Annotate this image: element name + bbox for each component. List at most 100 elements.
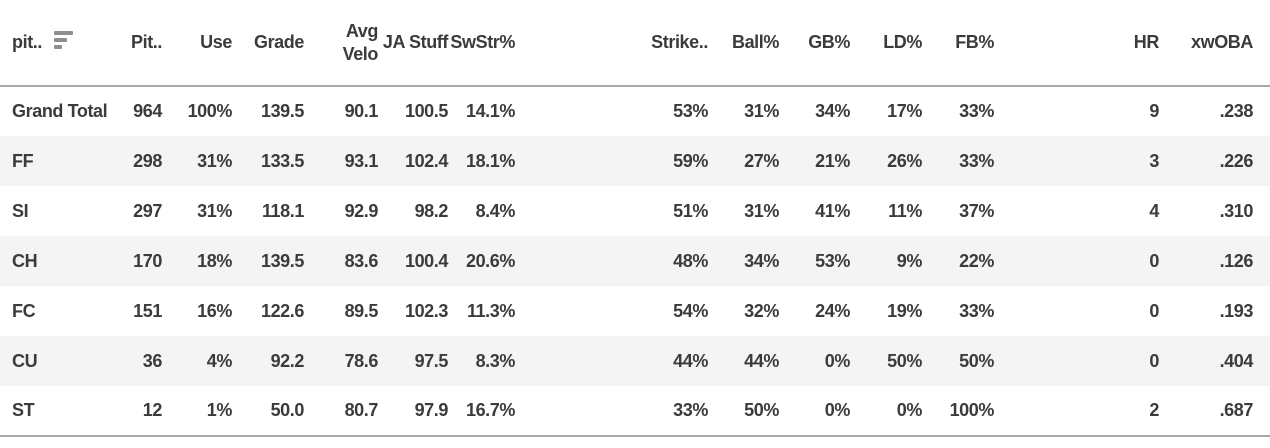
column-header-grade[interactable]: Grade xyxy=(232,0,304,86)
stat-cell: 118.1 xyxy=(261,200,304,221)
pitch-type-cell: SI xyxy=(12,200,29,221)
column-header-gb_pct[interactable]: GB% xyxy=(779,0,850,86)
stat-cell: .310 xyxy=(1219,200,1254,221)
stat-cell: 4 xyxy=(1149,200,1159,221)
column-header-label: Strike.. xyxy=(651,32,708,52)
column-header-xwoba[interactable]: xwOBA xyxy=(1159,0,1270,86)
pitch-type-cell: FF xyxy=(12,150,34,171)
stat-cell: 0 xyxy=(1149,300,1159,321)
stat-cell: 97.5 xyxy=(414,350,449,371)
stat-cell: 139.5 xyxy=(260,101,304,121)
pitch-type-cell: ST xyxy=(12,400,35,420)
stat-cell: 59% xyxy=(673,150,708,171)
stat-cell: 139.5 xyxy=(260,250,304,271)
stat-cell: 18.1% xyxy=(465,150,515,171)
stat-cell: 50.0 xyxy=(270,400,305,420)
column-header-ja_stuff[interactable]: JA Stuff xyxy=(378,0,449,86)
stat-cell: 83.6 xyxy=(344,250,379,271)
stat-cell: 92.2 xyxy=(270,350,305,371)
stat-cell: 97.9 xyxy=(414,400,449,420)
stat-cell: 8.3% xyxy=(475,350,516,371)
column-header-strike_pct[interactable]: Strike.. xyxy=(515,0,708,86)
stat-cell: 100.5 xyxy=(404,101,448,121)
column-header-use[interactable]: Use xyxy=(162,0,232,86)
header-row: pit.. Pit.. Use Grade Avg Velo JA Stuff SwStr%… xyxy=(0,0,1270,86)
stat-cell: 100.4 xyxy=(404,250,448,271)
table-body: Grand Total 964 100% 139.5 90.1 100.5 14.1% 53%… xyxy=(0,86,1270,436)
column-header-avg_velo[interactable]: Avg Velo xyxy=(304,0,379,86)
stat-cell: 27% xyxy=(744,150,779,171)
stat-cell: 170 xyxy=(133,250,162,271)
stat-cell: .126 xyxy=(1219,250,1254,271)
stat-cell: 31% xyxy=(197,150,232,171)
table-row: SI 297 31% 118.1 92.9 98.2 8.4% 51% 31% 41% 11% 37%… xyxy=(0,186,1270,236)
pitch-type-cell: FC xyxy=(12,300,36,321)
stat-cell: 17% xyxy=(887,101,922,121)
column-header-hr[interactable]: HR xyxy=(994,0,1160,86)
column-header-pitches[interactable]: Pit.. xyxy=(120,0,162,86)
sort-descending-icon[interactable] xyxy=(54,30,73,52)
stat-cell: 0% xyxy=(896,400,923,420)
stat-cell: 32% xyxy=(744,300,779,321)
column-header-fb_pct[interactable]: FB% xyxy=(922,0,994,86)
stat-cell: .404 xyxy=(1219,350,1254,371)
stat-cell: .687 xyxy=(1219,400,1254,420)
stat-cell: 297 xyxy=(133,200,162,221)
stat-cell: 8.4% xyxy=(475,200,516,221)
stat-cell: 133.5 xyxy=(260,150,304,171)
stat-cell: 20.6% xyxy=(465,250,515,271)
stat-cell: 80.7 xyxy=(344,400,379,420)
stat-cell: 11% xyxy=(888,200,922,221)
stat-cell: 92.9 xyxy=(344,200,379,221)
stat-cell: 53% xyxy=(815,250,850,271)
stat-cell: 44% xyxy=(744,350,779,371)
column-header-label: FB% xyxy=(955,32,994,52)
stat-cell: 0% xyxy=(824,400,851,420)
stat-cell: 41% xyxy=(815,200,850,221)
column-header-label: Pit.. xyxy=(130,32,162,52)
stat-cell: 93.1 xyxy=(344,150,379,171)
stat-cell: 36 xyxy=(142,350,163,371)
stat-cell: 100% xyxy=(949,400,995,420)
column-header-label: Grade xyxy=(253,32,304,52)
stat-cell: 0 xyxy=(1149,250,1159,271)
stat-cell: 53% xyxy=(673,101,708,121)
stat-cell: 33% xyxy=(959,300,994,321)
stat-cell: 0 xyxy=(1149,350,1159,371)
stat-cell: 102.3 xyxy=(404,300,448,321)
stat-cell: .226 xyxy=(1219,150,1254,171)
column-header-swstr_pct[interactable]: SwStr% xyxy=(448,0,515,86)
stat-cell: 102.4 xyxy=(404,150,448,171)
pitch-type-cell: Grand Total xyxy=(12,101,108,121)
stat-cell: 89.5 xyxy=(344,300,379,321)
stat-cell: 12 xyxy=(142,400,163,420)
stat-cell: 34% xyxy=(815,101,850,121)
stat-cell: 0% xyxy=(824,350,851,371)
stat-cell: 33% xyxy=(959,150,994,171)
column-header-label: Use xyxy=(200,32,232,52)
stat-cell: 50% xyxy=(744,400,779,420)
stat-cell: 90.1 xyxy=(344,101,379,121)
stat-cell: 16% xyxy=(197,300,232,321)
table-row: FC 151 16% 122.6 89.5 102.3 11.3% 54% 32% 24% 19% 3… xyxy=(0,286,1270,336)
stat-cell: 78.6 xyxy=(344,350,379,371)
stat-cell: 16.7% xyxy=(465,400,515,420)
column-header-label: Ball% xyxy=(731,32,779,52)
column-header-ld_pct[interactable]: LD% xyxy=(850,0,922,86)
stat-cell: 44% xyxy=(673,350,708,371)
table-row: FF 298 31% 133.5 93.1 102.4 18.1% 59% 27% 21% 26% 3… xyxy=(0,136,1270,186)
stat-cell: 37% xyxy=(959,200,994,221)
stat-cell: 9% xyxy=(896,250,923,271)
stat-cell: 31% xyxy=(744,101,779,121)
stat-cell: 33% xyxy=(673,400,708,420)
stat-cell: 964 xyxy=(133,101,162,121)
stat-cell: 18% xyxy=(197,250,232,271)
table-row: ST 12 1% 50.0 80.7 97.9 16.7% 33% 50% 0% 0% 100% 2 .6… xyxy=(0,386,1270,436)
column-header-pitch_type[interactable]: pit.. xyxy=(0,0,120,86)
stat-cell: 98.2 xyxy=(414,200,449,221)
column-header-label: SwStr% xyxy=(450,32,515,52)
stat-cell: 50% xyxy=(959,350,994,371)
pitch-type-cell: CH xyxy=(12,250,38,271)
column-header-ball_pct[interactable]: Ball% xyxy=(708,0,779,86)
